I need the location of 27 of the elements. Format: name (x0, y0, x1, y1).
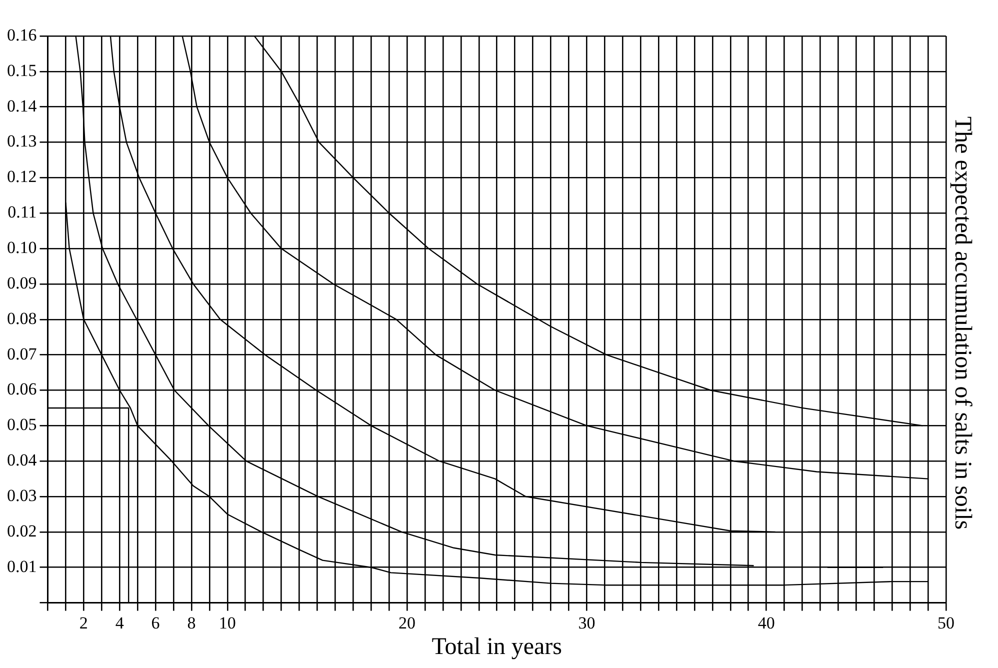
y-tick-label: 0.12 (7, 167, 37, 186)
y-tick-label: 0.03 (7, 486, 37, 505)
x-tick-label: 30 (578, 613, 596, 632)
y-tick-label: 0.02 (7, 521, 37, 540)
y-tick-label: 0.07 (7, 344, 38, 364)
y-tick-label: 0.08 (7, 308, 37, 328)
y-tick-label: 0.05 (7, 415, 37, 434)
y-tick-label: 0.16 (7, 25, 37, 44)
y-axis-title: The expected accumulation of salts in soils (948, 116, 976, 530)
y-tick-label: 0.06 (7, 380, 37, 399)
y-tick-label: 0.01 (7, 556, 37, 576)
y-tick-label: 0.14 (7, 96, 38, 116)
x-tick-label: 50 (938, 613, 954, 632)
x-tick-label: 10 (218, 613, 236, 632)
x-tick-label: 4 (115, 613, 124, 632)
y-tick-label: 0.04 (7, 450, 38, 470)
y-tick-label: 0.09 (7, 273, 37, 292)
x-axis-title: Total in years (432, 634, 562, 660)
x-tick-label: 8 (187, 613, 196, 632)
y-tick-label: 0.13 (7, 132, 37, 151)
x-tick-label: 2 (79, 613, 88, 632)
x-tick-label: 40 (758, 613, 775, 632)
y-tick-label: 0.11 (8, 202, 37, 222)
y-tick-label: 0.15 (7, 60, 37, 80)
x-tick-label: 20 (398, 613, 416, 632)
y-tick-label: 0.10 (7, 238, 37, 258)
x-tick-label: 6 (151, 613, 160, 632)
